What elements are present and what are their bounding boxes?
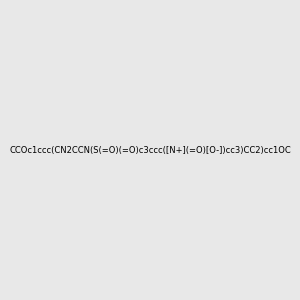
- Text: CCOc1ccc(CN2CCN(S(=O)(=O)c3ccc([N+](=O)[O-])cc3)CC2)cc1OC: CCOc1ccc(CN2CCN(S(=O)(=O)c3ccc([N+](=O)[…: [9, 146, 291, 154]
